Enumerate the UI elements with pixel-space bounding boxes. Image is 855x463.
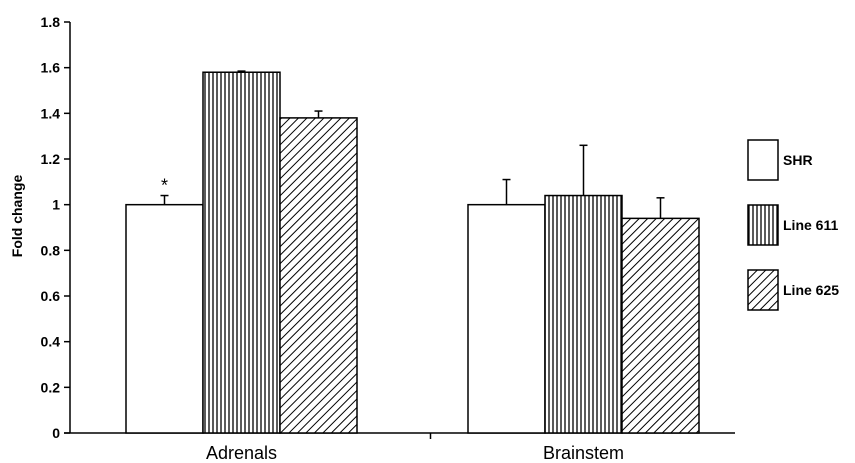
category-label: Adrenals xyxy=(206,443,277,463)
bar xyxy=(125,203,204,434)
legend-label: Line 625 xyxy=(783,282,839,298)
y-tick-label: 0.6 xyxy=(41,288,61,304)
legend-swatch xyxy=(747,269,779,311)
y-tick-label: 0.2 xyxy=(41,379,61,395)
bar xyxy=(467,203,546,434)
y-tick-label: 0.4 xyxy=(41,334,61,350)
y-tick-label: 0 xyxy=(52,425,60,441)
y-tick-label: 1.2 xyxy=(41,151,61,167)
bar xyxy=(544,194,623,434)
legend-label: Line 611 xyxy=(783,217,838,233)
bar xyxy=(621,217,700,434)
legend: SHR Line 611 Line 625 xyxy=(747,139,839,311)
legend-swatch xyxy=(747,139,779,181)
legend-swatch xyxy=(747,204,779,246)
legend-label: SHR xyxy=(783,152,813,168)
y-tick-label: 0.8 xyxy=(41,242,61,258)
bar xyxy=(279,117,358,434)
y-axis-title: Fold change xyxy=(9,175,25,258)
bar xyxy=(202,71,281,434)
y-tick-label: 1.8 xyxy=(41,14,61,30)
y-tick-label: 1.6 xyxy=(41,60,61,76)
y-tick-label: 1 xyxy=(52,197,60,213)
y-tick-label: 1.4 xyxy=(41,105,61,121)
plot-area: 0 0.2 0.4 0.6 0.8 1 1.2 1.4 1.6 1.8 Adrenals Brains… xyxy=(41,14,735,463)
significance-annotation: * xyxy=(161,176,168,196)
category-label: Brainstem xyxy=(543,443,624,463)
